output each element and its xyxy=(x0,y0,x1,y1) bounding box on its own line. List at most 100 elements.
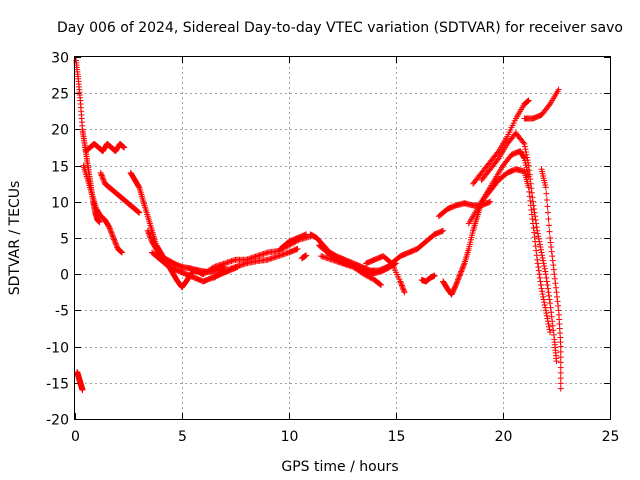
data-point xyxy=(397,279,404,286)
data-point xyxy=(397,278,404,285)
data-point xyxy=(378,282,385,289)
data-point xyxy=(540,257,547,264)
data-point xyxy=(528,185,535,192)
data-point xyxy=(557,364,564,371)
data-point xyxy=(557,343,564,350)
data-point xyxy=(360,271,367,278)
data-point xyxy=(543,190,550,197)
data-point xyxy=(546,222,553,229)
data-point xyxy=(542,271,549,278)
data-point xyxy=(554,293,561,300)
data-point xyxy=(540,293,547,300)
data-point xyxy=(550,262,557,269)
data-point xyxy=(545,320,552,327)
y-tick-label: -10 xyxy=(46,341,69,357)
data-point xyxy=(546,326,553,333)
data-point xyxy=(548,309,555,316)
data-point xyxy=(145,230,152,237)
data-point xyxy=(111,236,118,243)
data-point xyxy=(527,180,534,187)
data-point xyxy=(113,241,120,248)
data-point xyxy=(107,228,114,235)
data-point xyxy=(544,285,551,292)
y-tick-label: -5 xyxy=(55,304,69,320)
data-point xyxy=(452,282,459,289)
data-point xyxy=(532,216,539,223)
data-point xyxy=(554,298,561,305)
data-point xyxy=(535,235,542,242)
data-point xyxy=(531,234,538,241)
data-point xyxy=(541,263,548,270)
data-point xyxy=(535,263,542,270)
data-point xyxy=(533,220,540,227)
data-point xyxy=(455,275,462,282)
data-point xyxy=(455,276,462,283)
x-axis-label: GPS time / hours xyxy=(281,459,398,475)
data-point xyxy=(525,184,532,191)
data-point xyxy=(536,271,543,278)
data-point xyxy=(294,245,301,252)
data-point xyxy=(557,369,564,376)
data-point xyxy=(458,267,465,274)
data-point xyxy=(521,140,528,147)
data-point xyxy=(552,280,559,287)
data-point xyxy=(549,318,556,325)
data-point xyxy=(542,307,549,314)
series-arc-13 xyxy=(363,253,408,296)
data-point xyxy=(543,274,550,281)
data-point xyxy=(363,272,370,279)
data-point xyxy=(401,289,408,296)
data-point xyxy=(530,225,537,232)
data-point xyxy=(537,246,544,253)
series-arc-2 xyxy=(80,162,126,256)
data-point xyxy=(401,287,408,294)
data-point xyxy=(108,230,115,237)
data-point xyxy=(545,215,552,222)
data-point xyxy=(545,289,552,296)
data-point xyxy=(99,175,106,182)
data-point xyxy=(528,189,535,196)
data-point xyxy=(531,209,538,216)
data-point xyxy=(108,229,115,236)
data-point xyxy=(457,269,464,276)
data-point xyxy=(112,240,119,247)
data-point xyxy=(532,213,539,220)
data-point xyxy=(453,280,460,287)
data-point xyxy=(548,313,555,320)
axis-ticks: -20 -15 -10 -5 0 5 10 15 20 25 30 0 5 10 15 20 25 xyxy=(46,51,619,446)
data-point xyxy=(557,354,564,361)
series-arc-14 xyxy=(380,227,447,274)
data-point xyxy=(551,271,558,278)
data-point xyxy=(553,358,560,365)
series-arc-18 xyxy=(470,97,532,187)
data-point xyxy=(111,237,118,244)
data-point xyxy=(534,260,541,267)
y-tick-label: 0 xyxy=(60,268,69,284)
data-point xyxy=(98,171,105,178)
data-point xyxy=(145,229,152,236)
data-point xyxy=(525,97,532,104)
data-point xyxy=(555,86,562,93)
data-point xyxy=(557,385,564,392)
data-point xyxy=(538,285,545,292)
data-points xyxy=(73,57,564,394)
data-point xyxy=(99,173,106,180)
chart-title: Day 006 of 2024, Sidereal Day-to-day VTE… xyxy=(57,20,623,36)
y-tick-label: 30 xyxy=(51,51,69,67)
data-point xyxy=(109,233,116,240)
y-tick-label: 10 xyxy=(51,196,69,212)
data-point xyxy=(549,322,556,329)
data-point xyxy=(460,263,467,270)
x-tick-label: 10 xyxy=(281,429,299,445)
data-point xyxy=(398,281,405,288)
x-tick-label: 20 xyxy=(495,429,513,445)
series-arc-17 xyxy=(440,166,554,336)
data-point xyxy=(534,227,541,234)
data-point xyxy=(98,172,105,179)
data-point xyxy=(147,234,154,241)
data-point xyxy=(399,283,406,290)
data-point xyxy=(548,244,555,251)
data-point xyxy=(533,247,540,254)
data-point xyxy=(522,146,529,153)
